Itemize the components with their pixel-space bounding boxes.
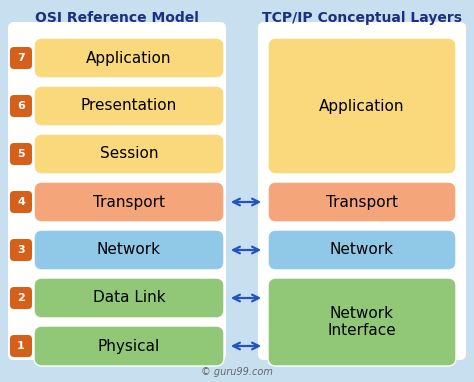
Text: Application: Application bbox=[319, 99, 405, 113]
FancyBboxPatch shape bbox=[10, 143, 32, 165]
FancyBboxPatch shape bbox=[10, 95, 32, 117]
Text: Network
Interface: Network Interface bbox=[328, 306, 396, 338]
FancyBboxPatch shape bbox=[10, 335, 32, 357]
Text: 3: 3 bbox=[17, 245, 25, 255]
Text: 6: 6 bbox=[17, 101, 25, 111]
FancyBboxPatch shape bbox=[10, 287, 32, 309]
Text: 5: 5 bbox=[17, 149, 25, 159]
FancyBboxPatch shape bbox=[10, 47, 32, 69]
FancyBboxPatch shape bbox=[34, 182, 224, 222]
FancyBboxPatch shape bbox=[34, 38, 224, 78]
Text: Network: Network bbox=[330, 243, 394, 257]
FancyBboxPatch shape bbox=[268, 278, 456, 366]
FancyBboxPatch shape bbox=[34, 230, 224, 270]
FancyBboxPatch shape bbox=[8, 22, 226, 360]
Text: 2: 2 bbox=[17, 293, 25, 303]
Text: Presentation: Presentation bbox=[81, 99, 177, 113]
Text: Application: Application bbox=[86, 50, 172, 65]
FancyBboxPatch shape bbox=[34, 86, 224, 126]
Text: 1: 1 bbox=[17, 341, 25, 351]
FancyBboxPatch shape bbox=[268, 230, 456, 270]
Text: Network: Network bbox=[97, 243, 161, 257]
Text: 4: 4 bbox=[17, 197, 25, 207]
Text: Physical: Physical bbox=[98, 338, 160, 353]
FancyBboxPatch shape bbox=[34, 278, 224, 318]
Text: OSI Reference Model: OSI Reference Model bbox=[35, 11, 199, 25]
FancyBboxPatch shape bbox=[34, 134, 224, 174]
FancyBboxPatch shape bbox=[268, 38, 456, 174]
Text: © guru99.com: © guru99.com bbox=[201, 367, 273, 377]
FancyBboxPatch shape bbox=[258, 22, 466, 360]
Text: Transport: Transport bbox=[93, 194, 165, 209]
FancyBboxPatch shape bbox=[34, 326, 224, 366]
FancyBboxPatch shape bbox=[268, 182, 456, 222]
Text: 7: 7 bbox=[17, 53, 25, 63]
FancyBboxPatch shape bbox=[10, 239, 32, 261]
Text: Transport: Transport bbox=[326, 194, 398, 209]
Text: TCP/IP Conceptual Layers: TCP/IP Conceptual Layers bbox=[262, 11, 462, 25]
Text: Data Link: Data Link bbox=[93, 290, 165, 306]
Text: Session: Session bbox=[100, 147, 158, 162]
FancyBboxPatch shape bbox=[10, 191, 32, 213]
